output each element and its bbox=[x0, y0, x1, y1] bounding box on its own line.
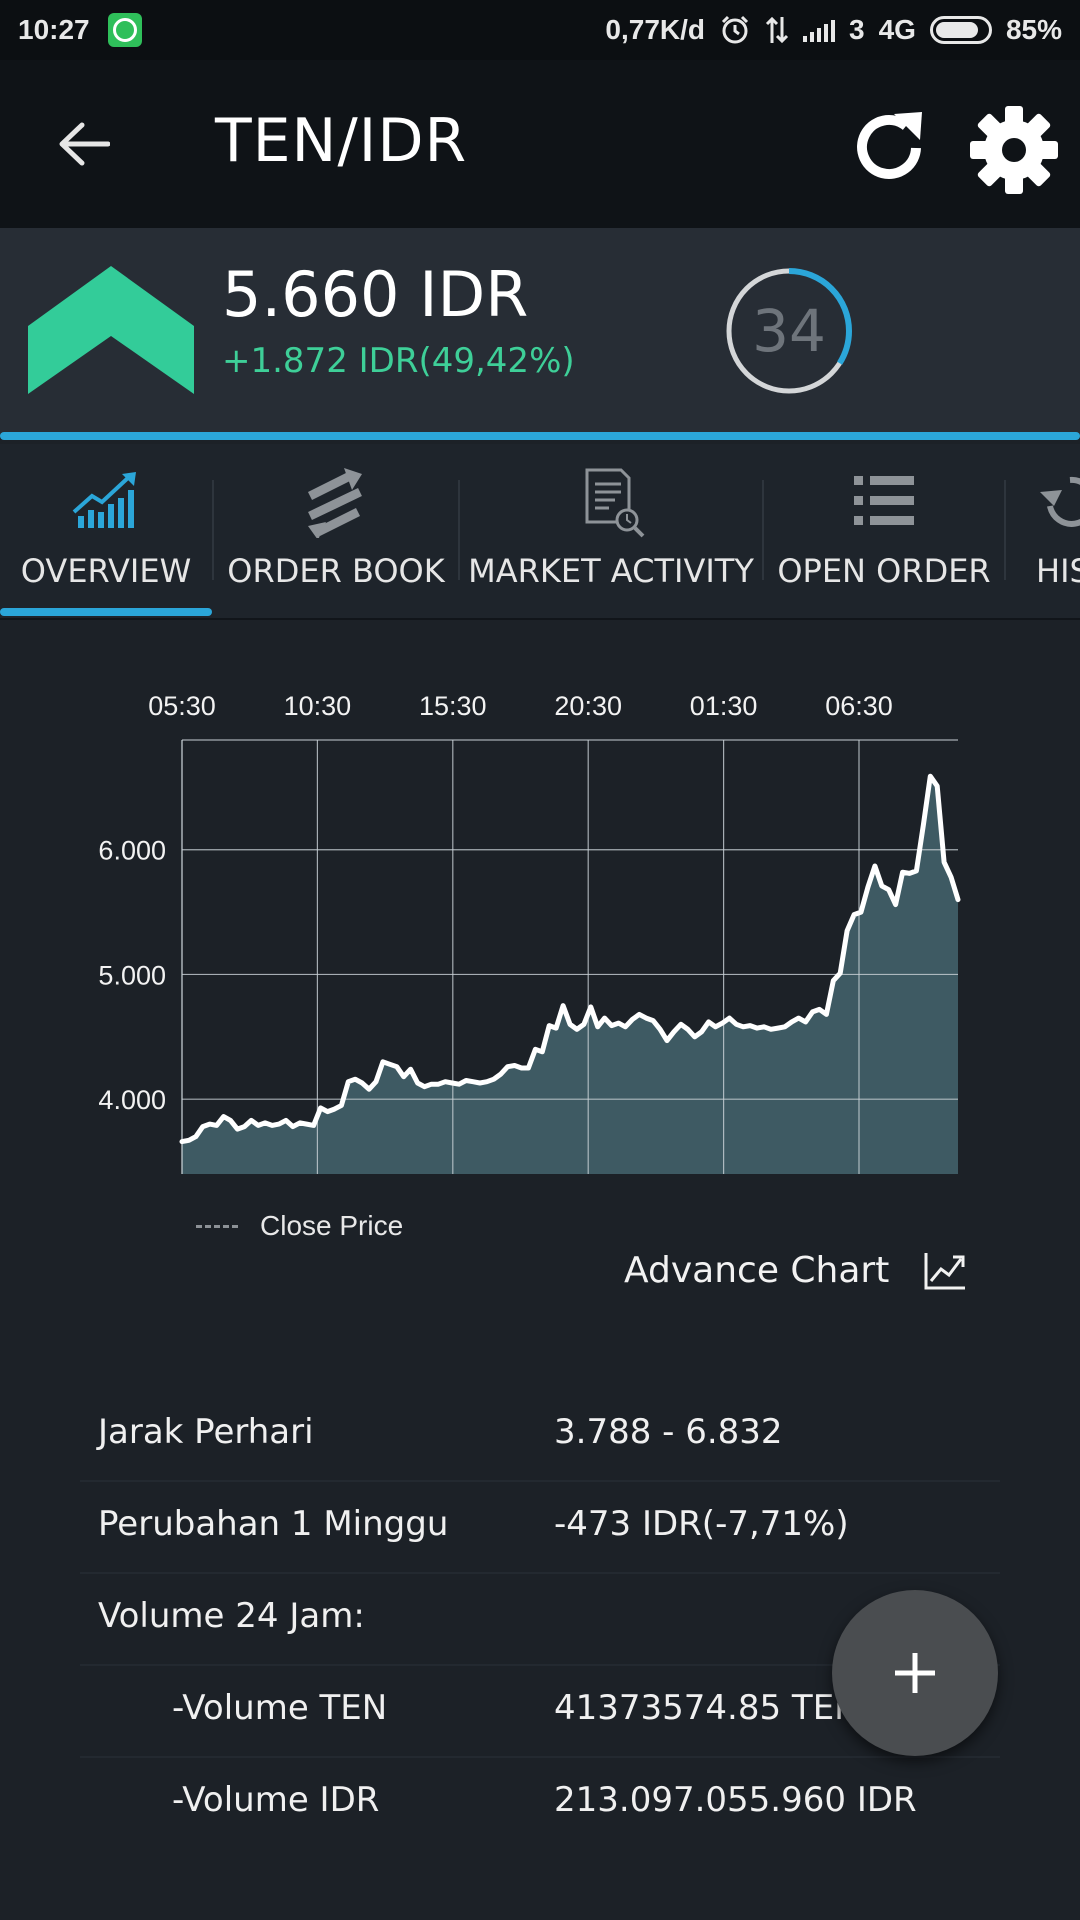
price-change: +1.872 IDR(49,42%) bbox=[222, 341, 575, 381]
tab-divider bbox=[458, 480, 460, 580]
x-tick-label: 01:30 bbox=[690, 691, 758, 721]
alarm-icon bbox=[721, 15, 749, 44]
sim-slot: 3 bbox=[849, 14, 865, 45]
stat-value: 3.788 - 6.832 bbox=[554, 1412, 783, 1452]
stat-label: Jarak Perhari bbox=[98, 1412, 314, 1452]
stat-row-weekly-change: Perubahan 1 Minggu -473 IDR(-7,71%) bbox=[80, 1482, 1000, 1574]
back-button[interactable] bbox=[52, 112, 116, 176]
battery-level bbox=[935, 22, 979, 38]
status-bar: 10:27 0,77K/d 3 4G 85% bbox=[0, 0, 1080, 60]
chart-area-fill bbox=[182, 776, 958, 1174]
chart-line-icon bbox=[924, 1252, 966, 1289]
network-speed: 0,77K/d bbox=[605, 14, 706, 45]
y-tick-label: 4.000 bbox=[98, 1085, 166, 1115]
battery-icon bbox=[929, 16, 992, 44]
stat-label: -Volume IDR bbox=[172, 1780, 380, 1820]
countdown-ring bbox=[726, 268, 852, 394]
plus-icon bbox=[895, 1653, 935, 1693]
data-transfer-icon bbox=[765, 16, 789, 44]
history-icon bbox=[1040, 476, 1080, 527]
tab-bar: OVERVIEW ORDER BOOK MARKET ACTIVITY OPEN… bbox=[0, 444, 1080, 620]
tab-market-activity[interactable]: MARKET ACTIVITY bbox=[460, 444, 762, 618]
stat-row-volume-idr: -Volume IDR 213.097.055.960 IDR bbox=[80, 1758, 1000, 1850]
market-stats: Jarak Perhari 3.788 - 6.832 Perubahan 1 … bbox=[80, 1390, 1000, 1850]
tab-order-book[interactable]: ORDER BOOK bbox=[214, 444, 458, 618]
current-price: 5.660 IDR bbox=[222, 258, 529, 331]
gear-icon bbox=[970, 106, 1058, 194]
stat-label: -Volume TEN bbox=[172, 1688, 388, 1728]
tab-label: OVERVIEW bbox=[20, 552, 192, 590]
tab-divider bbox=[212, 480, 214, 580]
tab-history[interactable]: HIS bbox=[1008, 444, 1080, 618]
x-tick-label: 06:30 bbox=[825, 691, 893, 721]
price-header: 5.660 IDR +1.872 IDR(49,42%) 34 bbox=[0, 228, 1080, 436]
close-price-line bbox=[179, 773, 961, 1145]
chart-growth-icon bbox=[72, 472, 136, 528]
tab-label: OPEN ORDER bbox=[777, 552, 991, 590]
tab-overview[interactable]: OVERVIEW bbox=[0, 444, 212, 618]
stat-row-volume-24h: Volume 24 Jam: bbox=[80, 1574, 1000, 1666]
tab-divider bbox=[1004, 480, 1006, 580]
advance-chart-button[interactable]: Advance Chart bbox=[624, 1250, 967, 1291]
refresh-countdown: 34 bbox=[724, 266, 854, 396]
swap-arrows-icon bbox=[307, 468, 362, 538]
battery-percent: 85% bbox=[1005, 14, 1062, 45]
x-tick-label: 10:30 bbox=[284, 691, 352, 721]
stat-label: Volume 24 Jam: bbox=[98, 1596, 365, 1636]
stat-value: -473 IDR(-7,71%) bbox=[554, 1504, 849, 1544]
price-chart[interactable]: 05:30 10:30 15:30 20:30 01:30 06:30 4.000 5.000… bbox=[0, 680, 1080, 1210]
status-time: 10:27 bbox=[18, 14, 90, 45]
refresh-icon bbox=[857, 112, 922, 179]
add-order-button[interactable] bbox=[832, 1590, 998, 1756]
whatsapp-notification-icon bbox=[107, 13, 142, 47]
refresh-button[interactable] bbox=[848, 106, 930, 188]
document-search-icon bbox=[585, 468, 645, 538]
stat-label: Perubahan 1 Minggu bbox=[98, 1504, 449, 1544]
tab-label: HIS bbox=[1036, 552, 1080, 590]
x-tick-label: 20:30 bbox=[554, 691, 622, 721]
x-tick-label: 15:30 bbox=[419, 691, 487, 721]
list-icon bbox=[854, 476, 914, 525]
tab-divider bbox=[762, 480, 764, 580]
arrow-left-icon bbox=[59, 122, 110, 166]
tab-label: MARKET ACTIVITY bbox=[468, 552, 754, 590]
stat-value: 41373574.85 TEN bbox=[554, 1688, 860, 1728]
signal-icon bbox=[803, 18, 836, 42]
y-tick-label: 5.000 bbox=[98, 960, 166, 990]
tab-open-order[interactable]: OPEN ORDER bbox=[764, 444, 1004, 618]
advance-chart-label: Advance Chart bbox=[624, 1250, 890, 1291]
page-title: TEN/IDR bbox=[215, 106, 468, 176]
legend-dash-marker bbox=[196, 1224, 238, 1228]
stat-value: 213.097.055.960 IDR bbox=[554, 1780, 917, 1820]
x-tick-label: 05:30 bbox=[148, 691, 216, 721]
stat-row-daily-range: Jarak Perhari 3.788 - 6.832 bbox=[80, 1390, 1000, 1482]
chart-legend: Close Price bbox=[196, 1210, 403, 1242]
active-tab-indicator bbox=[0, 608, 212, 616]
trend-up-icon bbox=[28, 266, 194, 394]
countdown-number: 34 bbox=[752, 297, 826, 365]
legend-label: Close Price bbox=[260, 1210, 404, 1241]
tab-label: ORDER BOOK bbox=[227, 552, 445, 590]
app-bar: TEN/IDR bbox=[0, 60, 1080, 228]
settings-button[interactable] bbox=[968, 104, 1060, 196]
y-tick-label: 6.000 bbox=[98, 836, 166, 866]
header-progress-line bbox=[0, 432, 1080, 440]
stat-row-volume-ten: -Volume TEN 41373574.85 TEN bbox=[80, 1666, 1000, 1758]
network-type: 4G bbox=[878, 14, 916, 45]
